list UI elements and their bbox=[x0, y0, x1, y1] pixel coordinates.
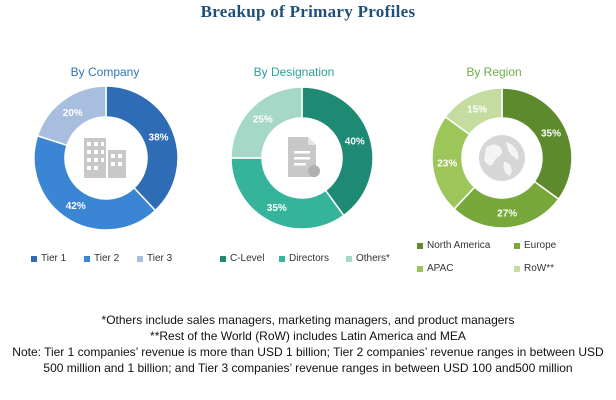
donut-slice-tier-1 bbox=[105, 85, 179, 212]
region-chart-title: By Region bbox=[466, 65, 522, 79]
legend-swatch bbox=[346, 255, 352, 262]
document-icon bbox=[288, 137, 320, 177]
donut-slice-tier-3 bbox=[36, 85, 107, 147]
data-label: 20% bbox=[63, 108, 83, 119]
legend-directors: Directors bbox=[279, 253, 329, 264]
donut-slice-row bbox=[444, 87, 503, 136]
donut-slice-tier-2 bbox=[33, 134, 157, 231]
legend-north-america: North America bbox=[417, 240, 490, 251]
legend-tier-3: Tier 3 bbox=[137, 253, 172, 264]
legend-swatch bbox=[514, 242, 520, 249]
data-label: 40% bbox=[345, 136, 365, 147]
legend-swatch bbox=[31, 255, 37, 262]
data-label: 15% bbox=[467, 104, 487, 115]
legend-row: RoW** bbox=[514, 263, 554, 274]
data-label: 38% bbox=[149, 133, 169, 144]
data-label: 23% bbox=[437, 159, 457, 170]
page-title: Breakup of Primary Profiles bbox=[200, 2, 416, 21]
designation-donut: 40% 35% 25% bbox=[230, 86, 374, 230]
legend-label: North America bbox=[427, 240, 491, 251]
legend-swatch bbox=[84, 255, 90, 262]
legend-c-level: C-Level bbox=[220, 253, 264, 264]
legend-swatch bbox=[137, 255, 143, 262]
data-label: 25% bbox=[253, 114, 273, 125]
legend-label: Tier 1 bbox=[41, 253, 67, 264]
designation-chart-title: By Designation bbox=[253, 65, 335, 79]
data-label: 35% bbox=[267, 203, 287, 214]
building-icon bbox=[84, 138, 126, 178]
legend-label: Europe bbox=[524, 240, 557, 251]
data-label: 42% bbox=[66, 201, 86, 212]
company-chart-title: By Company bbox=[70, 65, 140, 79]
donut-slice-europe bbox=[453, 180, 560, 229]
legend-tier-1: Tier 1 bbox=[31, 253, 66, 264]
legend-label: APAC bbox=[427, 263, 454, 274]
legend-apac: APAC bbox=[417, 263, 454, 274]
globe-icon bbox=[479, 135, 525, 181]
legend-swatch bbox=[417, 242, 423, 249]
legend-label: C-Level bbox=[230, 253, 265, 264]
legend-label: RoW** bbox=[524, 263, 555, 274]
legend-others: Others* bbox=[346, 253, 390, 264]
legend-label: Others* bbox=[356, 253, 390, 264]
footnote-row: **Rest of the World (RoW) includes Latin… bbox=[150, 329, 466, 343]
data-label: 35% bbox=[541, 129, 561, 140]
data-label: 27% bbox=[497, 208, 517, 219]
legend-label: Directors bbox=[289, 253, 330, 264]
legend-swatch bbox=[279, 255, 285, 262]
donut-slice-others bbox=[230, 86, 303, 159]
donut-slice-c-level bbox=[301, 86, 374, 217]
legend-label: Tier 3 bbox=[147, 253, 173, 264]
company-donut: 38% 42% 20% bbox=[33, 85, 179, 231]
legend-europe: Europe bbox=[514, 240, 556, 251]
footnotes: *Others include sales managers, marketin… bbox=[0, 312, 616, 376]
legend-swatch bbox=[220, 255, 226, 262]
region-donut: 35% 27% 23% 15% bbox=[431, 87, 573, 229]
legend-swatch bbox=[417, 265, 423, 272]
legend-label: Tier 2 bbox=[94, 253, 120, 264]
donut-slice-directors bbox=[230, 157, 345, 230]
legend-tier-2: Tier 2 bbox=[84, 253, 119, 264]
donut-charts: 38% 42% 20% 40% 35% 25% 35% 27% 23% 15% bbox=[33, 85, 573, 231]
legend-swatch bbox=[514, 265, 520, 272]
footnote-others: *Others include sales managers, marketin… bbox=[101, 313, 515, 327]
donut-slice-north-america bbox=[501, 87, 573, 201]
footnote-tier-note: Note: Tier 1 companies’ revenue is more … bbox=[12, 345, 604, 375]
